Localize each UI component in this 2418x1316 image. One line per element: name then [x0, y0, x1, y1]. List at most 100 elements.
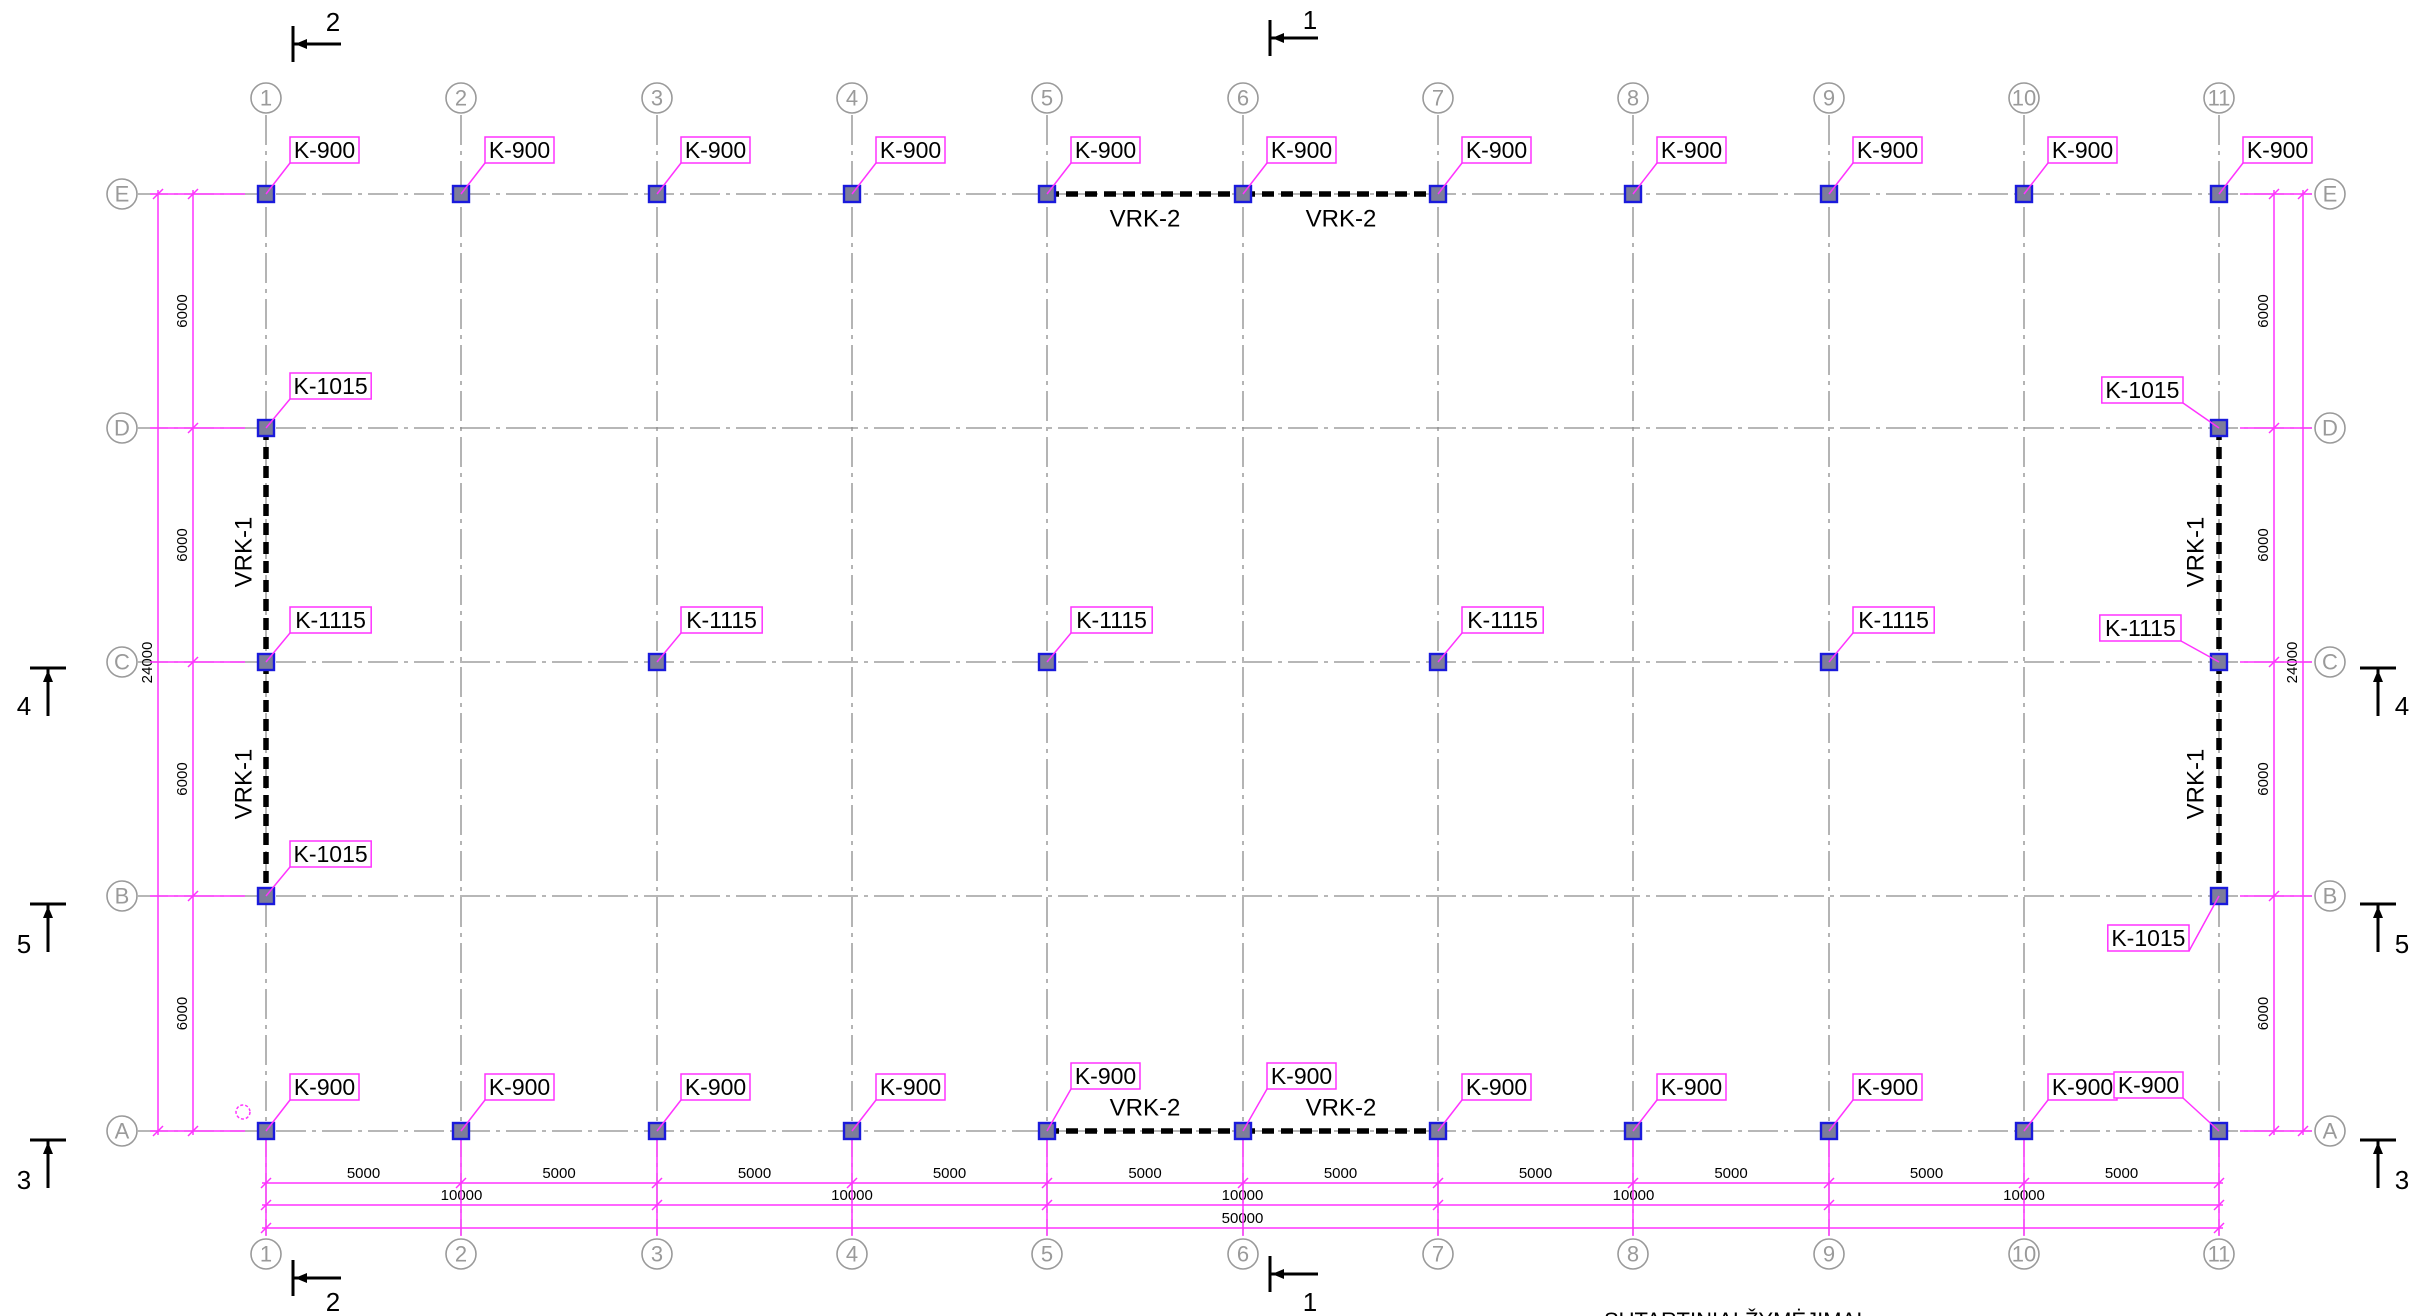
column-tag-box [680, 606, 763, 634]
grid-label-2: 2 [455, 86, 467, 111]
column-tag-leader [851, 162, 877, 195]
column-tag-box [875, 1073, 946, 1101]
column-tag-leader [265, 398, 291, 429]
grid-bubble-B [2314, 880, 2346, 912]
column-tag-box [1070, 606, 1153, 634]
column-tag-leader [1242, 162, 1268, 195]
column-tag-box [875, 136, 946, 164]
column-tag-E10: K-900 [2052, 137, 2113, 163]
grid-label-7: 7 [1432, 1242, 1444, 1267]
column-tag-leader [2023, 1099, 2049, 1132]
grid-bubble-C [2314, 646, 2346, 678]
column-tag-leader [656, 162, 682, 195]
column-tag-C5: K-1115 [1076, 607, 1147, 633]
column-tag-leader [1632, 1099, 1658, 1132]
grid-bubble-11 [2203, 82, 2235, 114]
column-tag-box [484, 136, 555, 164]
column-tag-leader [656, 632, 682, 663]
section-label: 3 [2395, 1165, 2409, 1195]
dim-text-bay: 5000 [1128, 1165, 1161, 1182]
grid-label-3: 3 [651, 1242, 663, 1267]
grid-label-5: 5 [1041, 86, 1053, 111]
grid-bubble-D [106, 412, 138, 444]
grid-label-4: 4 [846, 1242, 858, 1267]
grid-label-9: 9 [1823, 1242, 1835, 1267]
bracing-label: VRK-1 [2183, 749, 2210, 820]
column-tag-leader [1046, 162, 1072, 195]
dim-text-row_spacing: 6000 [2255, 528, 2272, 561]
bracing-lines: VRK-2 VRK-2 VRK-2 VRK-2 VRK-1 VRK-1 VRK-1 VRK-1 [231, 191, 2222, 1134]
dim-text-bay: 5000 [542, 1165, 575, 1182]
grid-label-7: 7 [1432, 86, 1444, 111]
column-tag-leader [265, 632, 291, 663]
column-tag-leader [1242, 1088, 1268, 1132]
grid-label-1: 1 [260, 86, 272, 111]
section-label: 1 [1303, 5, 1317, 35]
column-tag-leader [1828, 632, 1854, 663]
grid-label-4: 4 [846, 86, 858, 111]
column-tag-leader [2180, 640, 2220, 663]
grid-bubble-6 [1227, 1238, 1259, 1270]
grid-label-E: E [115, 182, 130, 207]
column-tag-E9: K-900 [1857, 137, 1918, 163]
column-tag-leader [2182, 402, 2220, 429]
grid-bubble-5 [1031, 1238, 1063, 1270]
grid-label-2: 2 [455, 1242, 467, 1267]
dimension-lines: 5000 5000 5000 5000 5000 5000 5000 5000 5000 5000… [139, 188, 2312, 1236]
column-tag-A10: K-900 [2052, 1074, 2113, 1100]
column-tag-box [1656, 136, 1727, 164]
section-label: 2 [326, 7, 340, 37]
column-tag-leader [1828, 162, 1854, 195]
column-tag-leader [1437, 162, 1463, 195]
column-tag-C3: K-1115 [686, 607, 757, 633]
dim-text-bay: 5000 [2105, 1165, 2138, 1182]
column-tag-leader [656, 1099, 682, 1132]
dim-text-total_width: 24000 [139, 642, 156, 684]
column-tag-D1: K-1015 [294, 373, 368, 399]
column-tag-E5: K-900 [1075, 137, 1136, 163]
column-tag-E1: K-900 [294, 137, 355, 163]
column-tag-leader [851, 1099, 877, 1132]
column-tag-leader [1437, 632, 1463, 663]
grid-label-E: E [2323, 182, 2338, 207]
bracing-label: VRK-2 [1306, 1095, 1377, 1122]
section-arrow-icon [2373, 1142, 2383, 1154]
column-tag-A4: K-900 [880, 1074, 941, 1100]
dim-text-row_spacing: 6000 [174, 528, 191, 561]
section-arrow-icon [2373, 906, 2383, 918]
grid-label-6: 6 [1237, 1242, 1249, 1267]
grid-bubble-8 [1617, 1238, 1649, 1270]
column-tag-box [289, 606, 372, 634]
grid-bubble-3 [641, 82, 673, 114]
section-label: 4 [17, 691, 31, 721]
grid-bubble-C [106, 646, 138, 678]
section-label: 2 [326, 1287, 340, 1316]
column-tag-A5: K-900 [1075, 1063, 1136, 1089]
grid-label-8: 8 [1627, 1242, 1639, 1267]
grid-bubble-6 [1227, 82, 1259, 114]
grid-label-D: D [114, 416, 130, 441]
grid-bubble-E [106, 178, 138, 210]
grid-label-6: 6 [1237, 86, 1249, 111]
column-tag-box [2242, 136, 2313, 164]
column-tag-E7: K-900 [1466, 137, 1527, 163]
column-tag-A1: K-900 [294, 1074, 355, 1100]
column-tag-box [1070, 1062, 1141, 1090]
section-label: 5 [2395, 929, 2409, 959]
section-label: 5 [17, 929, 31, 959]
legend-title: SUTARTINIAI ŽYMĖJIMAI [1604, 1308, 1862, 1316]
grid-label-B: B [2323, 884, 2338, 909]
grid-label-A: A [115, 1119, 130, 1144]
grid-bubble-10 [2008, 82, 2040, 114]
bracing-label: VRK-2 [1110, 206, 1181, 233]
grid-bubble-4 [836, 1238, 868, 1270]
dim-text-row_spacing: 6000 [2255, 294, 2272, 327]
grid-label-9: 9 [1823, 86, 1835, 111]
column-tag-leader [2023, 162, 2049, 195]
grid-label-A: A [2323, 1119, 2338, 1144]
bracing-label: VRK-1 [2183, 517, 2210, 588]
grid-bubble-B [106, 880, 138, 912]
column-tag-E11: K-900 [2247, 137, 2308, 163]
column-tag-box [289, 840, 372, 868]
